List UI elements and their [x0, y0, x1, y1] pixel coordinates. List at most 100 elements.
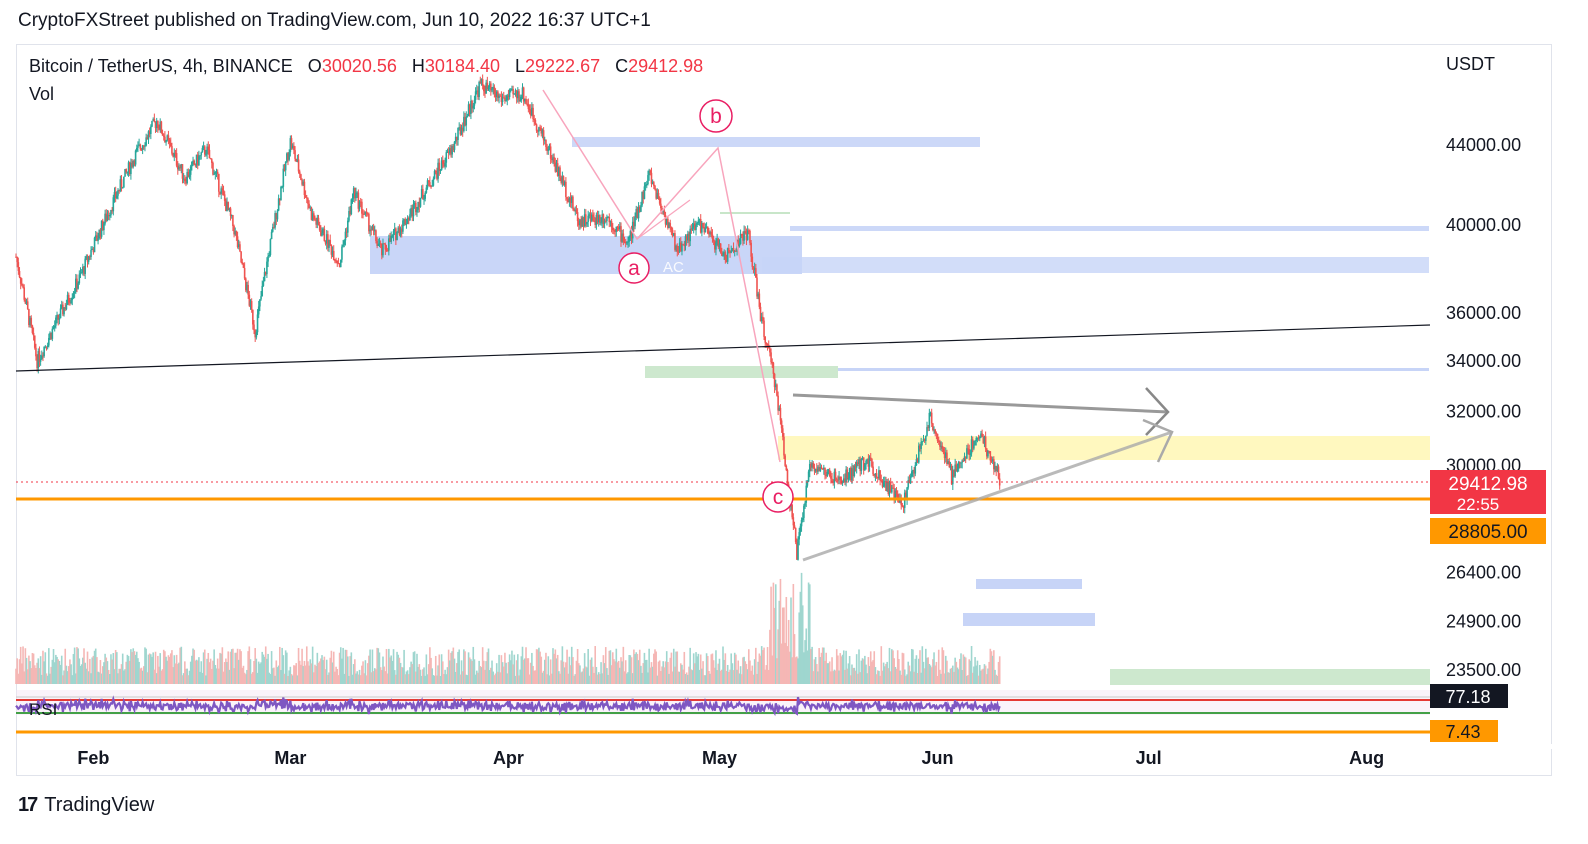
volume-bar	[64, 648, 67, 684]
x-axis[interactable]: Feb Mar Apr May Jun Jul Aug	[77, 748, 1384, 768]
volume-bar	[631, 673, 634, 684]
candle-body	[739, 233, 742, 244]
candle-body	[974, 440, 976, 446]
volume-bar	[500, 655, 503, 684]
candle-body	[855, 462, 858, 468]
candle-body	[518, 91, 520, 101]
volume-bar	[991, 655, 994, 684]
candle-body	[232, 215, 234, 227]
candle-body	[214, 172, 217, 174]
volume-bar	[923, 668, 926, 684]
candle-body	[440, 160, 443, 171]
volume-bar	[187, 675, 190, 684]
volume-bar	[338, 652, 341, 684]
svg-text:b: b	[710, 105, 722, 128]
volume-bar	[513, 654, 516, 684]
candle-body	[144, 145, 146, 147]
candle-body	[975, 438, 978, 441]
candle-body	[759, 306, 762, 322]
volume-bars	[15, 572, 1001, 684]
volume-bar	[709, 673, 711, 684]
candle-body	[770, 352, 772, 363]
close-label: C	[615, 56, 629, 76]
volume-bar	[730, 653, 733, 684]
footer-brand[interactable]: 17 TradingView	[18, 794, 154, 817]
candle-body	[487, 87, 490, 90]
volume-label[interactable]: Vol	[29, 84, 55, 104]
volume-bar	[767, 669, 770, 684]
candle-body	[614, 230, 616, 232]
volume-bar	[803, 652, 805, 684]
candle-body	[485, 82, 487, 94]
chart-frame[interactable]	[16, 44, 1552, 776]
volume-bar	[269, 674, 272, 684]
rsi-label[interactable]: RSI	[29, 700, 58, 719]
volume-bar	[158, 666, 160, 684]
volume-bar	[268, 672, 271, 684]
candle-body	[820, 467, 823, 469]
candle-body	[228, 208, 231, 211]
volume-bar	[185, 668, 187, 684]
volume-bar	[962, 654, 965, 684]
volume-bar	[404, 674, 407, 684]
candle-body	[371, 226, 374, 230]
candle-body	[970, 439, 973, 454]
volume-bar	[290, 674, 293, 684]
volume-bar	[141, 670, 144, 684]
candle-body	[157, 121, 159, 129]
candle-body	[577, 221, 580, 226]
high-value: 30184.40	[424, 56, 500, 76]
volume-bar	[133, 651, 136, 684]
candle-body	[601, 214, 604, 223]
volume-bar	[508, 654, 511, 684]
volume-bar	[970, 646, 973, 684]
candle-body	[798, 532, 801, 540]
candle-body	[830, 476, 832, 479]
y-axis[interactable]: 44000.0040000.0036000.0034000.0032000.00…	[1446, 135, 1521, 680]
candle-body	[764, 336, 767, 343]
candle-body	[454, 136, 457, 142]
candle-body	[388, 238, 390, 251]
volume-bar	[636, 653, 639, 684]
volume-bar	[89, 658, 91, 684]
volume-bar	[100, 673, 103, 684]
volume-bar	[154, 651, 157, 684]
volume-bar	[558, 671, 560, 684]
candle-body	[559, 167, 561, 178]
volume-bar	[942, 650, 945, 684]
volume-bar	[330, 650, 333, 684]
y-tick-label: 36000.00	[1446, 303, 1521, 323]
candle-body	[719, 243, 722, 253]
blue-zone-top	[572, 137, 980, 147]
candle-body	[960, 462, 962, 464]
candle-body	[583, 214, 586, 227]
x-tick-label: Jun	[922, 748, 954, 768]
volume-bar	[144, 647, 146, 684]
volume-bar	[191, 655, 193, 684]
candle-body	[436, 172, 438, 179]
currency-label[interactable]: USDT	[1446, 54, 1495, 74]
candle-body	[874, 473, 877, 476]
x-tick-label: Apr	[493, 748, 524, 768]
candle-body	[98, 229, 101, 239]
volume-bar	[57, 659, 60, 684]
volume-bar	[221, 647, 224, 684]
volume-bar	[724, 653, 727, 684]
volume-bar	[860, 660, 863, 684]
volume-bar	[655, 651, 657, 684]
candle-body	[845, 469, 847, 483]
volume-bar	[432, 675, 435, 684]
candle-body	[649, 170, 652, 173]
volume-bar	[86, 651, 89, 684]
candle-body	[567, 199, 570, 202]
volume-bar	[347, 656, 349, 684]
volume-bar	[181, 675, 184, 684]
candle-body	[77, 283, 79, 289]
candle-body	[186, 172, 188, 184]
candle-body	[255, 332, 258, 338]
candle-body	[132, 161, 135, 167]
volume-bar	[227, 651, 230, 684]
candle-body	[962, 460, 965, 462]
volume-bar	[753, 659, 756, 684]
